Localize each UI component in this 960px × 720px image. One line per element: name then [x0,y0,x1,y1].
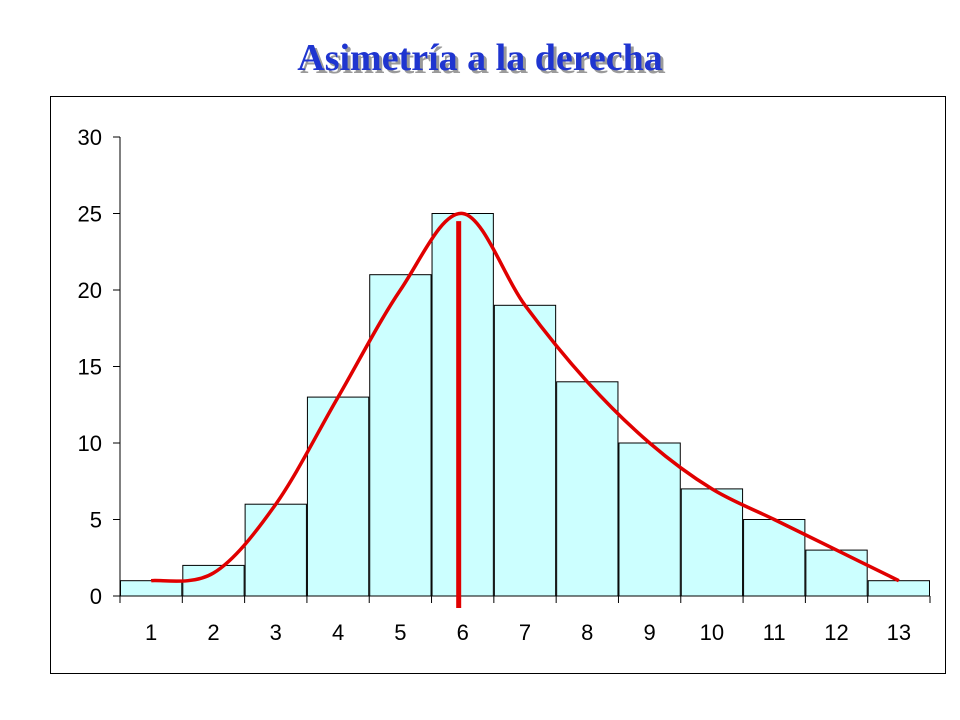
x-tick-label-7: 7 [519,620,531,645]
chart-title: Asimetría a la derecha [297,37,663,79]
x-tick-label-11: 11 [763,620,786,645]
x-tick-label-12: 12 [824,620,848,645]
bar-3 [244,503,307,597]
bar-4 [306,396,370,597]
curve-layer [150,211,900,608]
bar-8 [556,381,619,597]
x-tick-label-2: 2 [207,620,219,645]
x-tick-label-3: 3 [270,620,282,645]
y-tick-label-15: 15 [78,355,102,380]
bar-7 [493,304,557,597]
bar-13 [867,580,931,597]
y-tick-label-25: 25 [78,202,102,227]
bar-6 [431,213,494,597]
x-tick-label-6: 6 [457,620,469,645]
x-tick-label-5: 5 [394,620,406,645]
x-tick-label-1: 1 [145,620,157,645]
bars-layer [120,213,931,597]
x-tick-label-10: 10 [700,620,724,645]
bar-1 [120,580,183,597]
bar-5 [369,274,432,597]
x-tick-label-4: 4 [332,620,344,645]
y-tick-label-5: 5 [90,508,102,533]
x-tick-label-13: 13 [887,620,911,645]
bar-12 [805,549,868,597]
y-tick-label-30: 30 [78,125,102,150]
x-tick-label-9: 9 [643,620,655,645]
smooth-curve [150,211,900,583]
y-tick-label-10: 10 [78,431,102,456]
y-tick-label-20: 20 [78,278,102,303]
bar-10 [680,488,744,597]
bar-9 [618,442,681,597]
x-tick-label-8: 8 [581,620,593,645]
y-tick-label-0: 0 [90,584,102,609]
